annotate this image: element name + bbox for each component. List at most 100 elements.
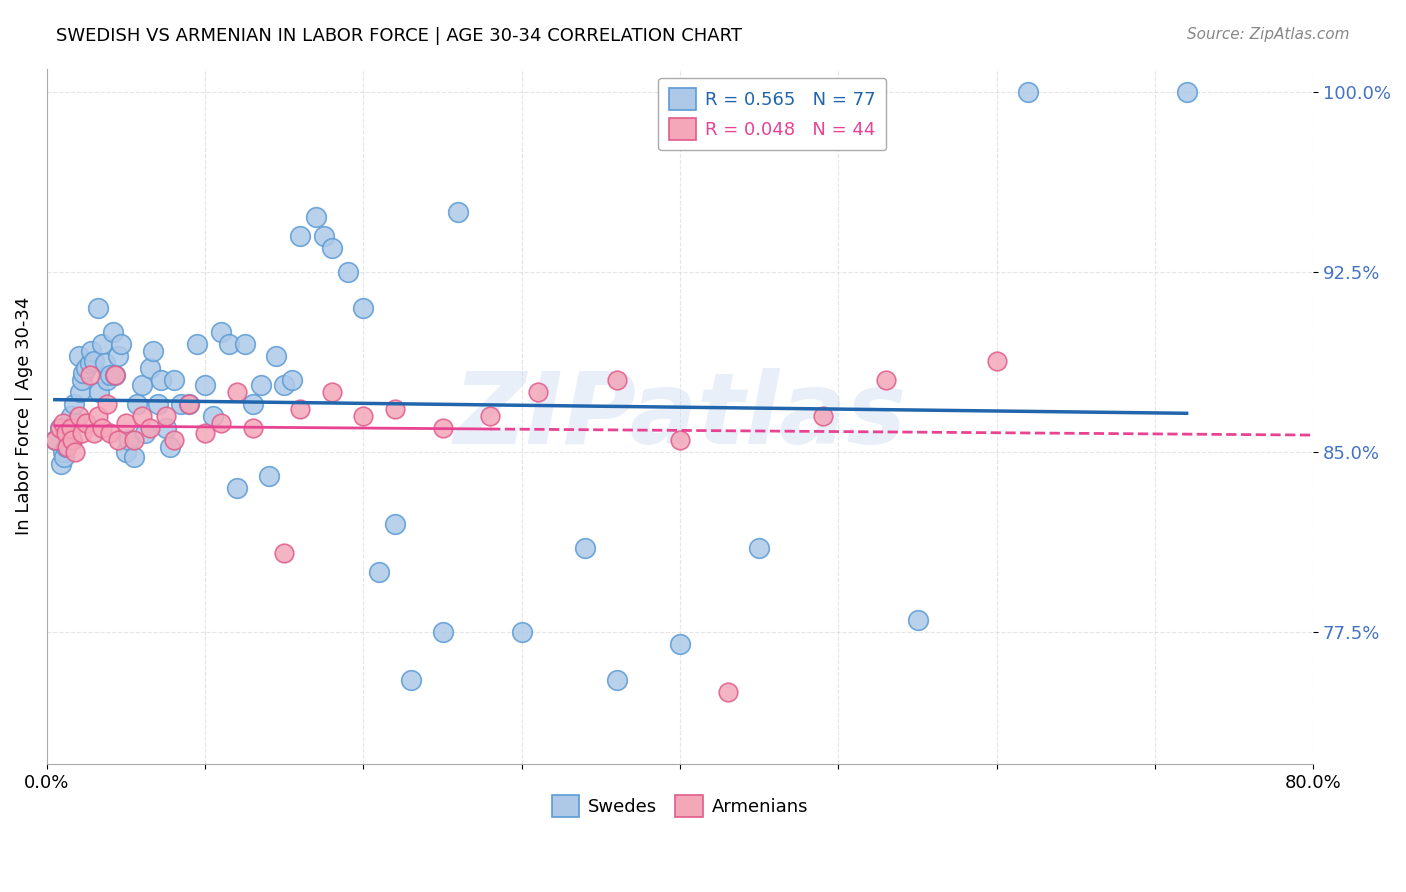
Point	[149, 373, 172, 387]
Point	[669, 637, 692, 651]
Point	[96, 397, 118, 411]
Point	[384, 517, 406, 532]
Point	[62, 397, 84, 411]
Point	[432, 624, 454, 639]
Point	[748, 541, 770, 555]
Point	[510, 624, 533, 639]
Point	[72, 366, 94, 380]
Point	[49, 457, 72, 471]
Point	[273, 546, 295, 560]
Point	[209, 325, 232, 339]
Point	[811, 409, 834, 424]
Point	[56, 441, 79, 455]
Point	[58, 425, 80, 440]
Point	[447, 205, 470, 219]
Point	[432, 421, 454, 435]
Point	[69, 385, 91, 400]
Point	[98, 368, 121, 383]
Point	[122, 433, 145, 447]
Point	[127, 397, 149, 411]
Point	[91, 337, 114, 351]
Point	[312, 229, 335, 244]
Point	[48, 421, 70, 435]
Point	[986, 354, 1008, 368]
Point	[305, 210, 328, 224]
Point	[55, 425, 77, 440]
Point	[242, 421, 264, 435]
Point	[98, 425, 121, 440]
Point	[186, 337, 208, 351]
Point	[53, 450, 76, 464]
Point	[86, 301, 108, 316]
Point	[606, 673, 628, 687]
Point	[52, 417, 75, 431]
Point	[146, 397, 169, 411]
Point	[83, 425, 105, 440]
Point	[94, 356, 117, 370]
Y-axis label: In Labor Force | Age 30-34: In Labor Force | Age 30-34	[15, 297, 32, 535]
Point	[104, 368, 127, 383]
Point	[70, 425, 93, 440]
Point	[526, 385, 548, 400]
Point	[118, 433, 141, 447]
Point	[48, 421, 70, 435]
Point	[321, 385, 343, 400]
Point	[60, 433, 83, 447]
Point	[179, 397, 201, 411]
Point	[202, 409, 225, 424]
Point	[907, 613, 929, 627]
Point	[103, 325, 125, 339]
Point	[115, 445, 138, 459]
Point	[321, 241, 343, 255]
Point	[96, 373, 118, 387]
Text: ZIPatlas: ZIPatlas	[454, 368, 907, 465]
Point	[162, 373, 184, 387]
Point	[52, 445, 75, 459]
Point	[574, 541, 596, 555]
Point	[1175, 86, 1198, 100]
Point	[242, 397, 264, 411]
Point	[60, 433, 83, 447]
Point	[131, 378, 153, 392]
Point	[115, 417, 138, 431]
Point	[83, 354, 105, 368]
Point	[107, 433, 129, 447]
Point	[257, 469, 280, 483]
Point	[107, 349, 129, 363]
Point	[86, 409, 108, 424]
Point	[281, 373, 304, 387]
Point	[59, 421, 82, 435]
Point	[249, 378, 271, 392]
Point	[67, 349, 90, 363]
Point	[155, 421, 177, 435]
Point	[209, 417, 232, 431]
Text: SWEDISH VS ARMENIAN IN LABOR FORCE | AGE 30-34 CORRELATION CHART: SWEDISH VS ARMENIAN IN LABOR FORCE | AGE…	[56, 27, 742, 45]
Point	[122, 450, 145, 464]
Point	[44, 433, 66, 447]
Point	[225, 481, 247, 495]
Point	[218, 337, 240, 351]
Point	[162, 433, 184, 447]
Point	[233, 337, 256, 351]
Point	[56, 438, 79, 452]
Point	[79, 368, 101, 383]
Point	[75, 417, 97, 431]
Point	[89, 385, 111, 400]
Point	[179, 397, 201, 411]
Point	[336, 265, 359, 279]
Point	[159, 441, 181, 455]
Point	[142, 344, 165, 359]
Point	[353, 409, 375, 424]
Point	[606, 373, 628, 387]
Point	[110, 337, 132, 351]
Point	[194, 378, 217, 392]
Point	[273, 378, 295, 392]
Point	[55, 441, 77, 455]
Point	[155, 409, 177, 424]
Point	[70, 373, 93, 387]
Point	[91, 421, 114, 435]
Point	[67, 409, 90, 424]
Point	[225, 385, 247, 400]
Point	[139, 421, 162, 435]
Point	[80, 344, 103, 359]
